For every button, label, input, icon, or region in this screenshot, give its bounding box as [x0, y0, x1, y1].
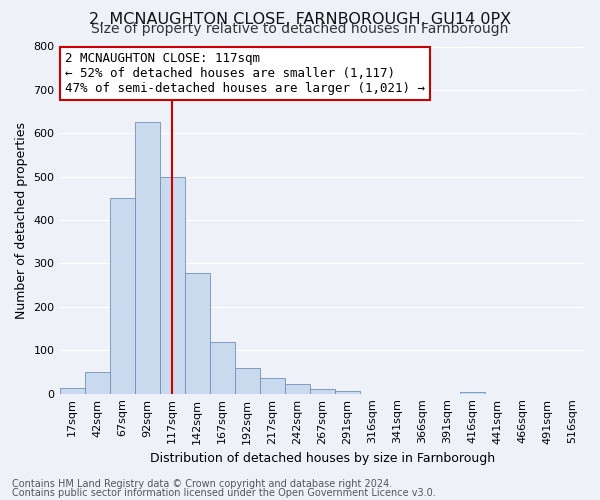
Bar — [185, 273, 209, 394]
Bar — [160, 176, 185, 394]
Bar — [110, 198, 134, 394]
Text: 2, MCNAUGHTON CLOSE, FARNBOROUGH, GU14 0PX: 2, MCNAUGHTON CLOSE, FARNBOROUGH, GU14 0… — [89, 12, 511, 28]
Bar — [460, 392, 485, 394]
Bar — [335, 390, 360, 394]
Bar — [285, 384, 310, 394]
Text: Size of property relative to detached houses in Farnborough: Size of property relative to detached ho… — [91, 22, 509, 36]
X-axis label: Distribution of detached houses by size in Farnborough: Distribution of detached houses by size … — [150, 452, 495, 465]
Bar — [310, 390, 335, 394]
Bar — [134, 122, 160, 394]
Bar — [209, 342, 235, 394]
Bar — [59, 388, 85, 394]
Y-axis label: Number of detached properties: Number of detached properties — [15, 122, 28, 318]
Bar — [260, 378, 285, 394]
Bar — [235, 368, 260, 394]
Text: Contains public sector information licensed under the Open Government Licence v3: Contains public sector information licen… — [12, 488, 436, 498]
Text: Contains HM Land Registry data © Crown copyright and database right 2024.: Contains HM Land Registry data © Crown c… — [12, 479, 392, 489]
Text: 2 MCNAUGHTON CLOSE: 117sqm
← 52% of detached houses are smaller (1,117)
47% of s: 2 MCNAUGHTON CLOSE: 117sqm ← 52% of deta… — [65, 52, 425, 94]
Bar — [85, 372, 110, 394]
